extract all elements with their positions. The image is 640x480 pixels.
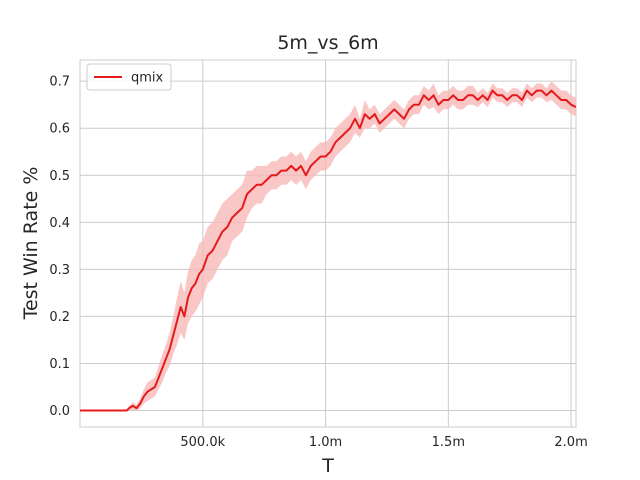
y-tick-label-1: 0.1 [49, 357, 70, 372]
x-tick-label-0: 500.0k [180, 435, 225, 450]
y-tick-labels: 0.0 0.1 0.2 0.3 0.4 0.5 0.6 0.7 [49, 75, 70, 419]
legend-box [86, 63, 172, 91]
x-tick-labels: 500.0k 1.0m 1.5m 2.0m [180, 435, 587, 450]
series-line-qmix [80, 89, 577, 412]
y-tick-label-0: 0.0 [49, 404, 70, 419]
confidence-band-qmix [80, 81, 576, 411]
y-tick-label-3: 0.3 [49, 263, 70, 278]
legend-label-qmix: qmix [131, 71, 164, 86]
grid-lines [80, 60, 576, 427]
x-tick-label-1: 1.0m [309, 435, 342, 450]
chart-title: 5m_vs_6m [277, 32, 378, 54]
y-tick-label-2: 0.2 [49, 310, 70, 325]
confidence-bands [80, 81, 576, 411]
plot-frame [79, 59, 577, 428]
x-axis-label: T [321, 455, 334, 477]
y-tick-label-7: 0.7 [49, 75, 70, 90]
y-tick-label-5: 0.5 [49, 169, 70, 184]
legend: qmix [86, 63, 172, 91]
x-tick-label-2: 1.5m [432, 435, 465, 450]
series-lines [80, 89, 577, 412]
y-tick-label-6: 0.6 [49, 122, 70, 137]
y-axis-label: Test Win Rate % [20, 167, 42, 321]
x-tick-label-3: 2.0m [554, 435, 587, 450]
y-tick-label-4: 0.4 [49, 216, 70, 231]
